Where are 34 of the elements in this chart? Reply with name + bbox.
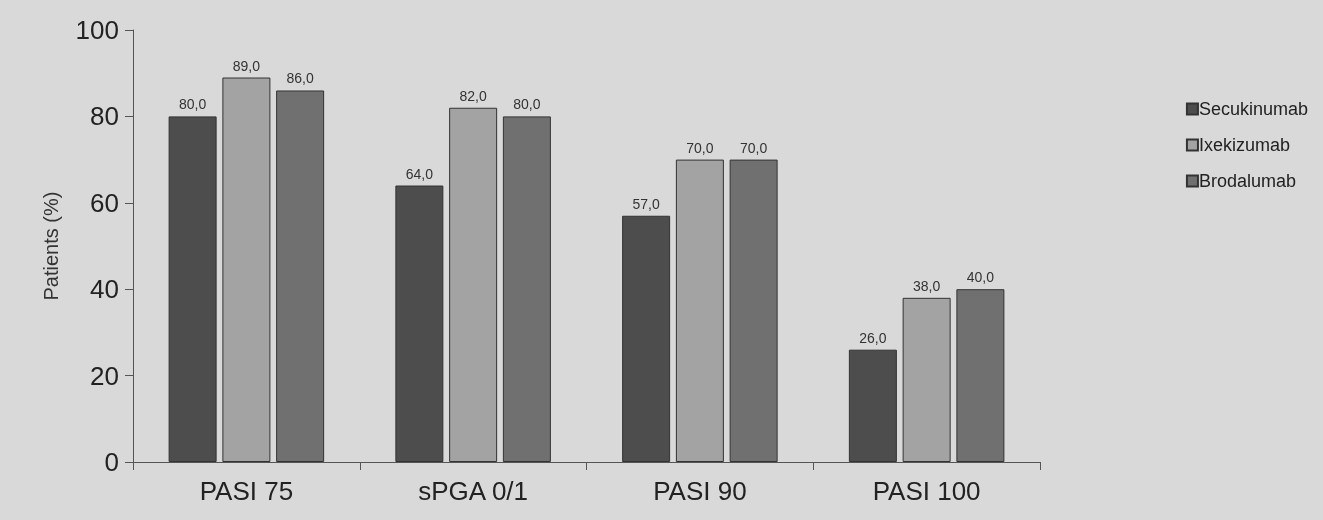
bar	[729, 159, 778, 462]
data-label: 26,0	[859, 329, 887, 346]
legend-label: Brodalumab	[1198, 171, 1296, 191]
bar	[222, 77, 271, 462]
data-label: 70,0	[686, 139, 714, 156]
legend-label: Ixekizumab	[1198, 135, 1290, 155]
x-tick-label: PASI 100	[872, 476, 981, 506]
data-label: 82,0	[459, 87, 487, 104]
data-label: 64,0	[405, 165, 434, 182]
data-label: 40,0	[966, 269, 995, 286]
y-tick-label: 0	[104, 447, 119, 477]
bar	[956, 289, 1005, 462]
legend-label: Secukinumab	[1198, 99, 1309, 119]
data-label: 80,0	[178, 96, 207, 113]
data-label: 80,0	[513, 96, 541, 113]
data-label: 70,0	[740, 139, 768, 156]
bar	[276, 90, 325, 462]
bar	[502, 116, 551, 462]
data-label: 57,0	[632, 195, 660, 212]
x-tick-label: sPGA 0/1	[418, 476, 529, 506]
y-tick-label: 80	[90, 101, 119, 132]
data-label: 89,0	[232, 57, 261, 74]
data-label: 38,0	[913, 277, 941, 294]
y-axis-title: Patients (%)	[40, 191, 62, 301]
y-tick-label: 60	[90, 187, 119, 218]
bar	[675, 159, 724, 462]
y-tick-label: 40	[90, 274, 119, 305]
x-tick-label: PASI 90	[653, 476, 747, 506]
bar	[902, 297, 951, 462]
y-tick-label: 20	[90, 360, 119, 391]
y-tick-label: 100	[75, 15, 119, 45]
data-label: 86,0	[286, 70, 314, 87]
bar	[449, 107, 498, 462]
x-tick-label: PASI 75	[199, 476, 294, 506]
